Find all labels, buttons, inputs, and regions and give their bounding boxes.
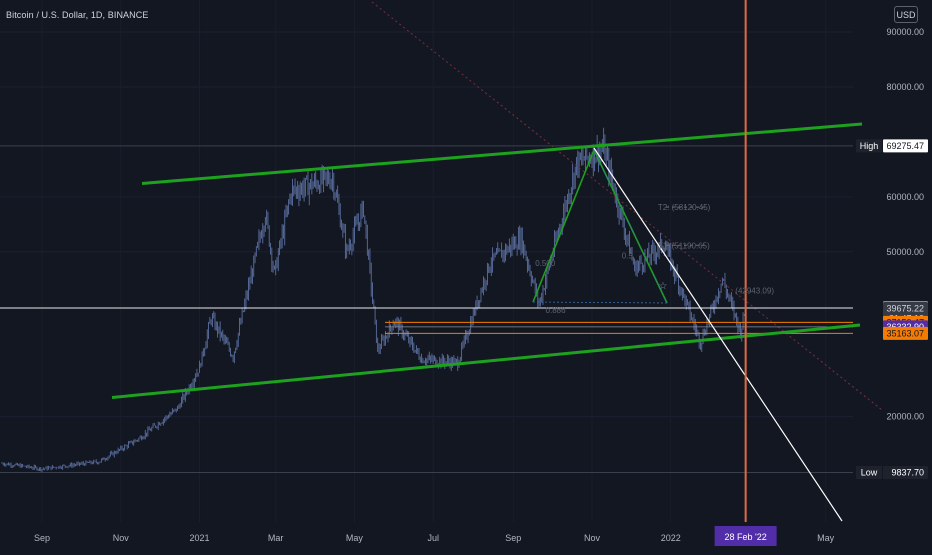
x-axis-tick: 2021	[189, 533, 209, 543]
price-tag-label: High	[860, 141, 879, 151]
descending-trend-line	[593, 147, 843, 522]
x-axis-tick: May	[346, 533, 364, 543]
y-axis-tick: 60000.00	[886, 192, 924, 202]
price-label-bg	[883, 466, 928, 479]
diagonal-dashed-line	[371, 1, 883, 411]
price-tag-label: Low	[861, 468, 878, 478]
x-axis-tick: Mar	[268, 533, 284, 543]
price-label-bg	[883, 326, 928, 340]
price-label-bg	[883, 302, 928, 316]
channel-upper-line	[141, 122, 863, 185]
price-tag-label-bg	[856, 139, 882, 153]
price-label-bg	[883, 139, 928, 153]
price-label: 39675.22	[886, 304, 924, 314]
chart-annotation: T2: (58120.45)	[658, 203, 711, 212]
symbol-title: Bitcoin / U.S. Dollar, 1D, BINANCE	[6, 10, 149, 20]
x-axis-tick: Jul	[427, 533, 439, 543]
crosshair-date-badge-bg	[714, 526, 777, 546]
x-axis-tick: Nov	[584, 533, 601, 543]
chart-annotation: 0.886	[546, 306, 567, 315]
x-axis-tick: Sep	[505, 533, 521, 543]
y-axis-tick: 20000.00	[886, 412, 924, 422]
y-axis-tick: 50000.00	[886, 247, 924, 257]
x-axis-tick: 2022	[661, 533, 681, 543]
pattern-marker-icon: ☆	[659, 281, 668, 292]
price-tag-label-bg	[856, 466, 882, 479]
harmonic-leg-dotted	[593, 149, 668, 304]
chart-annotation: (42943.09)	[735, 287, 774, 296]
chart-annotation: T1: (51190.65)	[658, 241, 710, 250]
price-label: 35163.07	[886, 328, 924, 338]
crosshair-date-badge: 28 Feb '22	[725, 532, 767, 542]
price-label: 9837.70	[891, 468, 924, 478]
chart-annotation: 0.500	[535, 259, 556, 268]
y-axis-tick: 80000.00	[886, 82, 924, 92]
x-axis-tick: May	[817, 533, 835, 543]
chart-annotation: 0.5	[622, 252, 634, 261]
x-axis-tick: Nov	[113, 533, 130, 543]
harmonic-base-dotted	[532, 301, 668, 304]
price-label: 69275.47	[886, 141, 924, 151]
y-axis-tick: 90000.00	[886, 27, 924, 37]
channel-lower-line	[111, 323, 861, 399]
x-axis-tick: Sep	[34, 533, 50, 543]
currency-button[interactable]: USD	[894, 6, 918, 23]
